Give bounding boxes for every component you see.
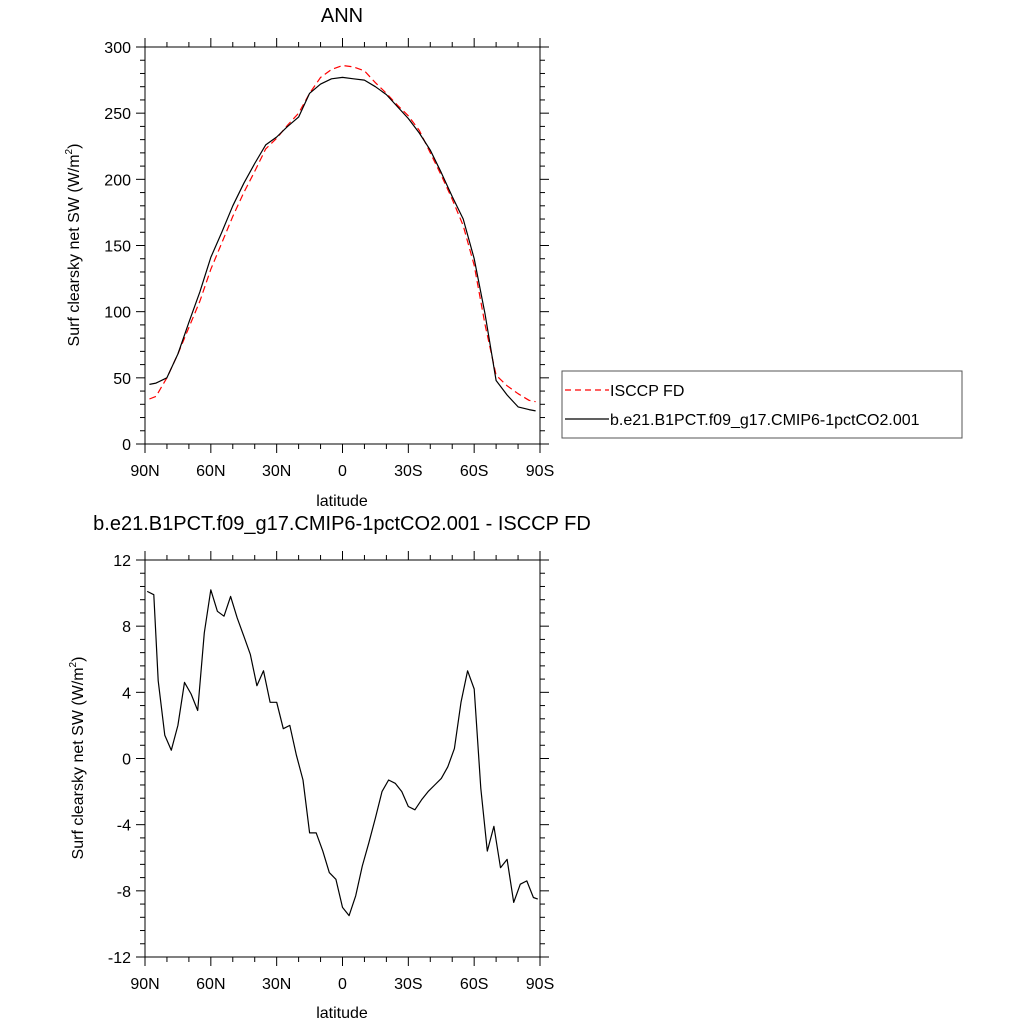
y-axis-label-superscript: 2: [68, 661, 79, 667]
series-line-model: [149, 76, 536, 412]
y-tick-label: 8: [122, 619, 131, 636]
y-tick-label: -8: [117, 884, 131, 901]
plot-frame: [144, 46, 541, 445]
x-tick-label: 60S: [460, 976, 488, 993]
x-tick-label: 30S: [394, 463, 422, 480]
chart-title: b.e21.B1PCT.f09_g17.CMIP6-1pctCO2.001 - …: [93, 513, 591, 535]
y-axis-label-text: Surf clearsky net SW (W/m: [66, 154, 83, 346]
legend-label-isccp-fd: ISCCP FD: [610, 383, 684, 400]
y-axis-ticks: -12 -8 -4 0 4 8 12: [108, 553, 549, 967]
y-tick-label: 0: [122, 752, 131, 769]
x-tick-label: 60N: [196, 976, 225, 993]
y-tick-label: 300: [104, 40, 131, 57]
y-axis-label: Surf clearsky net SW (W/m2): [64, 144, 83, 347]
x-tick-label: 90S: [526, 976, 554, 993]
x-axis-ticks: 90N 60N 30N 0 30S 60S 90S: [130, 551, 554, 993]
x-tick-label: 90N: [130, 463, 159, 480]
y-axis-label-text: Surf clearsky net SW (W/m: [70, 667, 87, 859]
series-lines: [149, 64, 536, 412]
y-tick-label: 4: [122, 685, 131, 702]
series-line-isccp-fd: [149, 64, 536, 403]
x-axis-label: latitude: [316, 493, 368, 510]
y-tick-label: 0: [122, 437, 131, 454]
x-tick-label: 30S: [394, 976, 422, 993]
x-tick-label: 60N: [196, 463, 225, 480]
x-tick-label: 90S: [526, 463, 554, 480]
x-tick-label: 60S: [460, 463, 488, 480]
x-tick-label: 90N: [130, 976, 159, 993]
series-lines: [146, 589, 539, 917]
y-axis-ticks: 0 50 100 150 200 250 300: [104, 40, 549, 454]
y-tick-label: 100: [104, 305, 131, 322]
legend-label-model: b.e21.B1PCT.f09_g17.CMIP6-1pctCO2.001: [610, 412, 920, 429]
y-tick-label: -4: [117, 818, 131, 835]
x-tick-label: 30N: [262, 976, 291, 993]
y-tick-label: 200: [104, 172, 131, 189]
y-tick-label: 150: [104, 239, 131, 256]
y-axis-label-superscript: 2: [64, 148, 75, 154]
chart-title: ANN: [321, 5, 363, 27]
x-tick-label: 0: [338, 463, 347, 480]
series-line-difference: [146, 589, 539, 917]
y-tick-label: 250: [104, 106, 131, 123]
y-axis-label: Surf clearsky net SW (W/m2): [68, 657, 87, 860]
legend: ISCCP FD b.e21.B1PCT.f09_g17.CMIP6-1pctC…: [561, 370, 963, 439]
x-axis-label: latitude: [316, 1005, 368, 1022]
chart-panel-bottom: b.e21.B1PCT.f09_g17.CMIP6-1pctCO2.001 - …: [68, 513, 591, 1022]
x-tick-label: 0: [338, 976, 347, 993]
x-axis-ticks: 90N 60N 30N 0 30S 60S 90S: [130, 38, 554, 480]
y-tick-label: -12: [108, 950, 131, 967]
y-axis-label-close: ): [70, 657, 87, 662]
x-tick-label: 30N: [262, 463, 291, 480]
y-tick-label: 12: [113, 553, 131, 570]
plot-frame: [144, 559, 541, 958]
legend-box: [561, 370, 963, 439]
y-axis-label-close: ): [66, 144, 83, 149]
y-tick-label: 50: [113, 371, 131, 388]
